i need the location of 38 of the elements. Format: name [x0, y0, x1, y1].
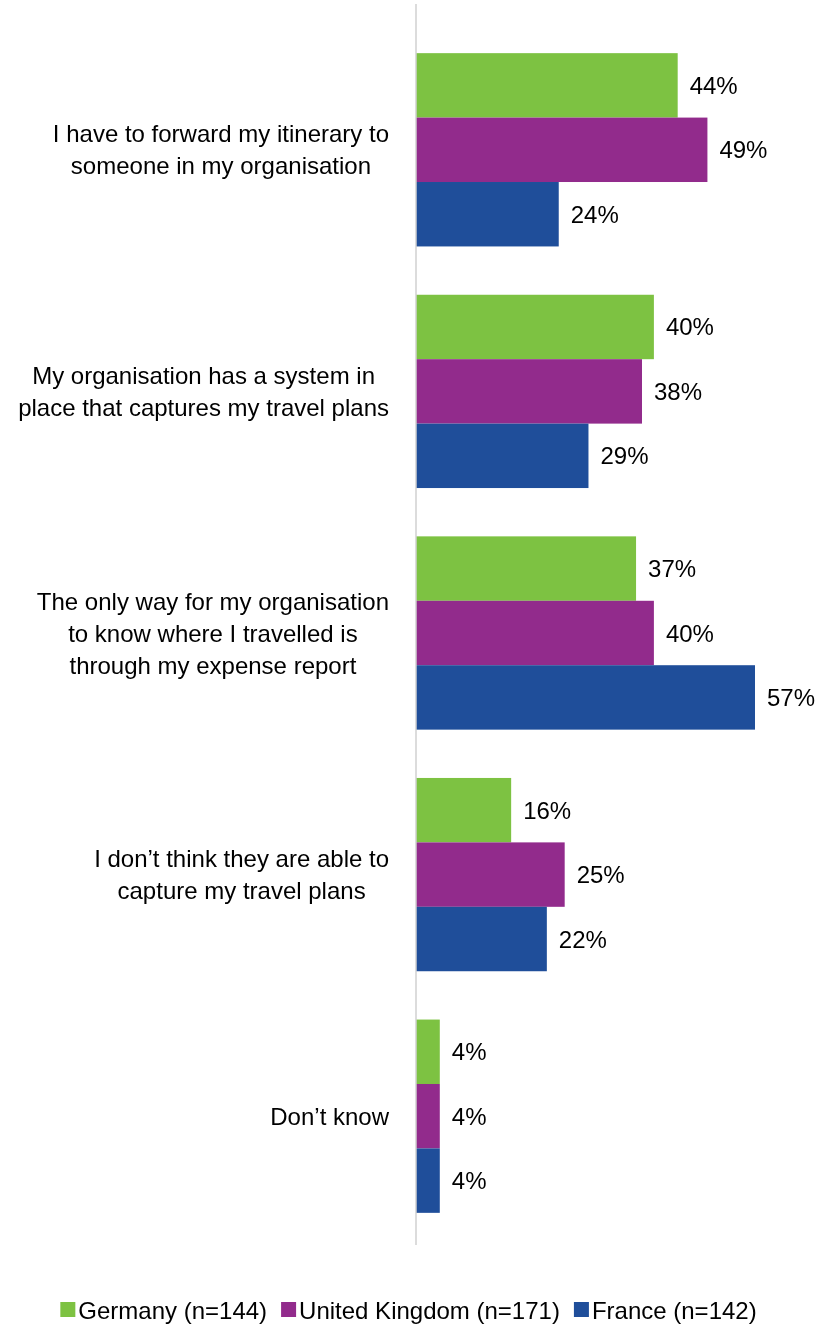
- bar: [416, 1083, 440, 1149]
- y-tick-label: Don’t know: [270, 1102, 390, 1130]
- data-label: 22%: [558, 925, 607, 953]
- legend-label: United Kingdom (n=171): [299, 1296, 560, 1324]
- legend-label: France (n=142): [591, 1296, 757, 1324]
- bar: [416, 600, 654, 666]
- y-tick-label: The only way for my organisation to know where I travelled is through my expense report: [36, 587, 390, 679]
- legend-label: Germany (n=144): [78, 1296, 268, 1324]
- y-tick-label: My organisation has a system in place that captures my travel plans: [18, 361, 389, 421]
- data-label: 29%: [600, 442, 649, 470]
- data-label: 16%: [523, 796, 572, 824]
- bar: [416, 423, 589, 489]
- bar: [416, 1148, 440, 1213]
- bar: [416, 665, 755, 730]
- bar: [416, 182, 559, 247]
- data-label: 40%: [665, 619, 714, 647]
- data-label: 4%: [451, 1038, 487, 1066]
- y-tick-label: I don’t think they are able to capture my travel plans: [94, 845, 389, 905]
- bar: [416, 906, 547, 972]
- data-label: 24%: [570, 200, 619, 228]
- bar: [416, 536, 637, 601]
- data-label: 4%: [451, 1167, 487, 1195]
- data-label: 49%: [719, 136, 768, 164]
- y-tick-label: I have to forward my itinerary to someone in my organisation: [52, 120, 390, 180]
- data-label: 44%: [689, 71, 738, 99]
- bar: [416, 53, 678, 118]
- data-label: 4%: [451, 1102, 487, 1130]
- data-label: 25%: [576, 861, 625, 889]
- data-label: 37%: [648, 555, 697, 583]
- data-label: 40%: [665, 313, 714, 341]
- bar: [416, 842, 565, 907]
- data-label: 57%: [767, 683, 816, 711]
- bar: [416, 1019, 440, 1084]
- data-label: 38%: [654, 377, 703, 405]
- bar: [416, 359, 642, 424]
- bar: [416, 777, 512, 843]
- bar: [416, 294, 654, 360]
- bar: [416, 117, 708, 183]
